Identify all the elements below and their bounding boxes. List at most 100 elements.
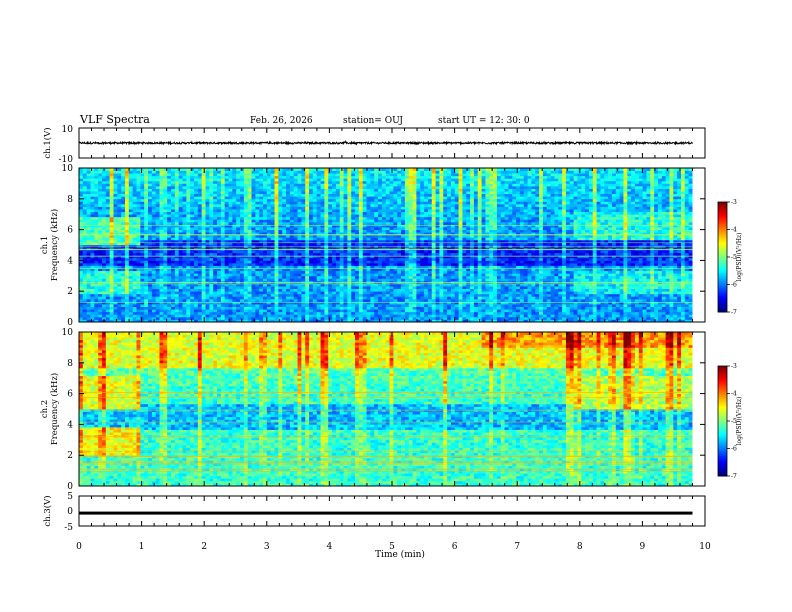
spectrogram-cell <box>248 214 252 217</box>
spectrogram-cell <box>221 294 225 297</box>
spectrogram-cell <box>186 304 190 307</box>
spectrogram-cell <box>110 296 114 299</box>
spectrogram-cell <box>79 317 83 320</box>
spectrogram-cell <box>133 196 137 199</box>
spectrogram-cell <box>114 204 118 207</box>
spectrogram-cell <box>163 219 167 222</box>
spectrogram-cell <box>217 314 221 317</box>
spectrogram-cell <box>206 212 210 215</box>
spectrogram-cell <box>259 191 263 194</box>
spectrogram-cell <box>236 299 240 302</box>
spectrogram-cell <box>156 201 160 204</box>
spectrogram-cell <box>209 189 213 192</box>
spectrogram-cell <box>271 194 275 197</box>
spectrogram-cell <box>175 204 179 207</box>
spectrogram-cell <box>117 250 121 253</box>
spectrogram-cell <box>87 217 91 220</box>
spectrogram-cell <box>259 173 263 176</box>
spectrogram-cell <box>175 258 179 261</box>
spectrogram-cell <box>102 212 106 215</box>
spectrogram-cell <box>190 227 194 230</box>
spectrogram-cell <box>179 186 183 189</box>
spectrogram-cell <box>206 199 210 202</box>
spectrogram-cell <box>209 181 213 184</box>
spectrogram-cell <box>209 237 213 240</box>
spectrogram-cell <box>98 199 102 202</box>
spectrogram-cell <box>110 253 114 256</box>
spectrogram-cell <box>163 217 167 220</box>
spectrogram-cell <box>137 209 141 212</box>
spectrogram-cell <box>255 171 259 174</box>
spectrogram-cell <box>117 207 121 210</box>
spectrogram-cell <box>232 304 236 307</box>
spectrogram-cell <box>98 240 102 243</box>
spectrogram-cell <box>209 301 213 304</box>
spectrogram-cell <box>190 237 194 240</box>
spectrogram-cell <box>229 271 233 274</box>
spectrogram-cell <box>240 189 244 192</box>
spectrogram-cell <box>183 294 187 297</box>
spectrogram-cell <box>236 255 240 258</box>
spectrogram-cell <box>160 181 164 184</box>
spectrogram-cell <box>117 191 121 194</box>
spectrogram-cell <box>106 214 110 217</box>
spectrogram-cell <box>163 186 167 189</box>
spectrogram-cell <box>252 230 256 233</box>
spectrogram-cell <box>232 186 236 189</box>
spectrogram-cell <box>140 224 144 227</box>
spectrogram-cell <box>275 307 279 310</box>
spectrogram-cell <box>271 189 275 192</box>
spectrogram-cell <box>244 199 248 202</box>
spectrogram-cell <box>255 227 259 230</box>
spectrogram-cell <box>91 199 95 202</box>
spectrogram-cell <box>202 181 206 184</box>
spectrogram-cell <box>190 232 194 235</box>
spectrogram-cell <box>186 227 190 230</box>
spectrogram-cell <box>83 237 87 240</box>
spectrogram-cell <box>156 271 160 274</box>
spectrogram-cell <box>117 253 121 256</box>
spectrogram-cell <box>229 217 233 220</box>
spectrogram-cell <box>148 189 152 192</box>
spectrogram-cell <box>91 230 95 233</box>
spectrogram-cell <box>194 196 198 199</box>
spectrogram-cell <box>110 204 114 207</box>
spectrogram-cell <box>194 278 198 281</box>
spectrogram-cell <box>171 312 175 315</box>
spectrogram-cell <box>236 224 240 227</box>
spectrogram-cell <box>121 301 125 304</box>
spectrogram-cell <box>129 222 133 225</box>
spectrogram-cell <box>163 214 167 217</box>
spectrogram-cell <box>194 271 198 274</box>
spectrogram-cell <box>98 312 102 315</box>
spectrogram-cell <box>229 291 233 294</box>
spectrogram-cell <box>114 201 118 204</box>
spectrogram-cell <box>144 271 148 274</box>
spectrogram-cell <box>229 263 233 266</box>
spectrogram-cell <box>252 317 256 320</box>
spectrogram-cell <box>217 266 221 269</box>
spectrogram-cell <box>255 219 259 222</box>
spectrogram-cell <box>98 209 102 212</box>
spectrogram-cell <box>171 307 175 310</box>
spectrogram-cell <box>213 201 217 204</box>
spectrogram-cell <box>206 207 210 210</box>
spectrogram-cell <box>148 173 152 176</box>
spectrogram-cell <box>98 255 102 258</box>
spectrogram-cell <box>87 227 91 230</box>
spectrogram-cell <box>198 266 202 269</box>
spectrogram-cell <box>221 224 225 227</box>
spectrogram-cell <box>263 173 267 176</box>
spectrogram-cell <box>114 183 118 186</box>
spectrogram-cell <box>125 199 129 202</box>
spectrogram-cell <box>125 181 129 184</box>
spectrogram-cell <box>221 266 225 269</box>
spectrogram-cell <box>213 199 217 202</box>
spectrogram-cell <box>98 217 102 220</box>
spectrogram-cell <box>263 299 267 302</box>
spectrogram-cell <box>244 317 248 320</box>
vlf-spectra-figure: VLF Spectra Feb. 26, 2026 station= OUJ s… <box>0 0 792 612</box>
spectrogram-cell <box>94 299 98 302</box>
spectrogram-cell <box>240 258 244 261</box>
spectrogram-cell <box>190 314 194 317</box>
